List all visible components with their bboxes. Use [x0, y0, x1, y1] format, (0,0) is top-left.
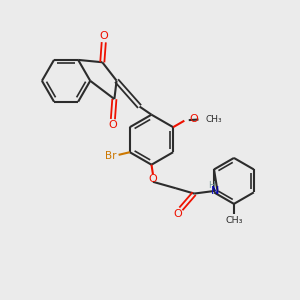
Text: H: H — [208, 181, 215, 190]
Text: CH₃: CH₃ — [206, 115, 222, 124]
Text: O: O — [109, 120, 117, 130]
Text: O: O — [173, 209, 182, 219]
Text: Br: Br — [105, 151, 116, 161]
Text: O: O — [99, 31, 108, 41]
Text: O: O — [189, 114, 198, 124]
Text: CH₃: CH₃ — [225, 216, 243, 225]
Text: O: O — [149, 174, 158, 184]
Text: N: N — [211, 186, 220, 196]
